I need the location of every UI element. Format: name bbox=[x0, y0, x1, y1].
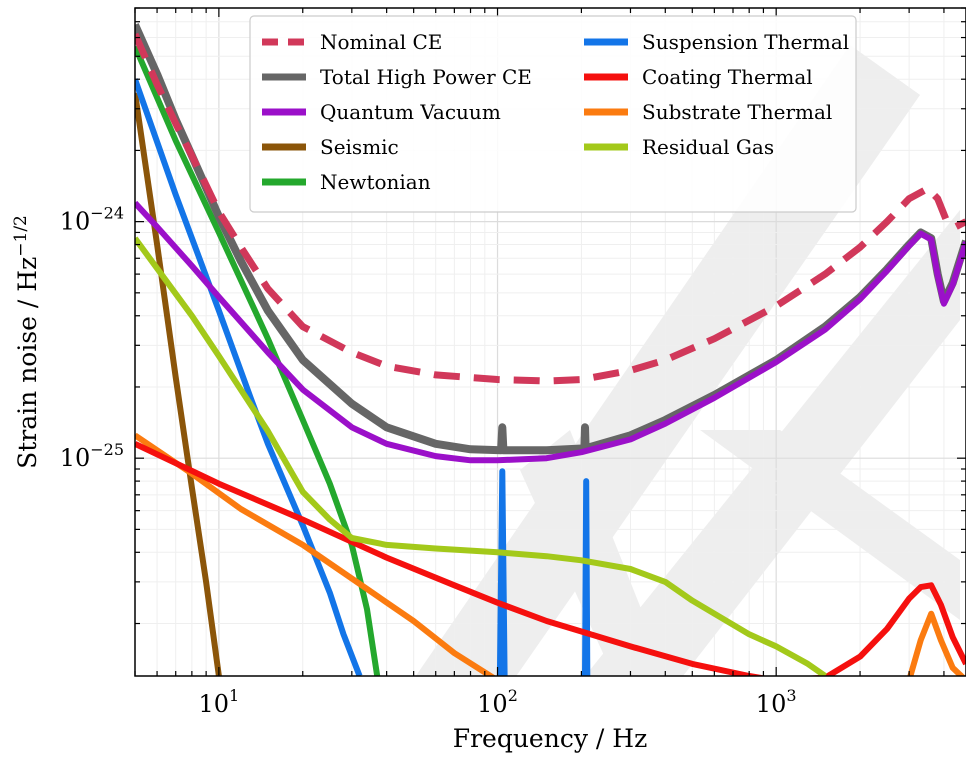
x-axis-label: Frequency / Hz bbox=[453, 724, 648, 753]
y-tick-label: 10−24 bbox=[60, 204, 124, 236]
legend-label: Quantum Vacuum bbox=[320, 100, 501, 124]
x-tick-label-exponent: 3 bbox=[786, 686, 796, 705]
series-lines bbox=[135, 23, 966, 676]
legend-label: Suspension Thermal bbox=[642, 30, 849, 54]
legend-label: Newtonian bbox=[320, 170, 431, 194]
legend-box bbox=[249, 15, 857, 213]
series-line-coating-thermal bbox=[135, 441, 966, 676]
x-tick-label: 101 bbox=[199, 686, 240, 718]
y-tick-label-exponent: −24 bbox=[90, 204, 124, 223]
x-tick-label-exponent: 2 bbox=[508, 686, 518, 705]
legend: Nominal CE Total High Power CE Quantum Vac… bbox=[249, 15, 857, 213]
ticks bbox=[134, 7, 966, 676]
legend-label: Coating Thermal bbox=[642, 65, 813, 89]
y-tick-label-exponent: −25 bbox=[90, 440, 124, 459]
series-line-quantum-vacuum bbox=[135, 200, 966, 464]
series-line-suspension-thermal-peak-1 bbox=[496, 468, 508, 676]
series-line-suspension-thermal-peak-2 bbox=[582, 478, 591, 676]
y-tick-label-base: 10 bbox=[60, 208, 91, 236]
y-axis-label-base: Strain noise / Hz bbox=[13, 257, 42, 469]
y-axis-label-exponent: −1/2 bbox=[11, 215, 31, 257]
y-axis-label: Strain noise / Hz−1/2 bbox=[11, 215, 42, 469]
legend-label: Residual Gas bbox=[642, 135, 774, 159]
y-tick-label-base: 10 bbox=[60, 444, 91, 472]
x-tick-label: 103 bbox=[756, 686, 797, 718]
y-tick-label: 10−25 bbox=[60, 440, 124, 472]
legend-label: Seismic bbox=[320, 135, 399, 159]
series-line-nominal-ce bbox=[135, 32, 966, 385]
x-tick-label: 102 bbox=[477, 686, 518, 718]
x-tick-label-base: 10 bbox=[477, 690, 508, 718]
series-line-residual-gas bbox=[135, 236, 827, 676]
series-line-suspension-thermal bbox=[135, 78, 363, 676]
x-tick-label-exponent: 1 bbox=[229, 686, 239, 705]
legend-label: Nominal CE bbox=[320, 30, 442, 54]
x-tick-label-base: 10 bbox=[756, 690, 787, 718]
plot-frame bbox=[134, 7, 966, 677]
legend-label: Substrate Thermal bbox=[642, 100, 832, 124]
x-tick-label-base: 10 bbox=[199, 690, 230, 718]
legend-label: Total High Power CE bbox=[320, 65, 532, 89]
series-line-substrate-thermal bbox=[135, 432, 966, 676]
